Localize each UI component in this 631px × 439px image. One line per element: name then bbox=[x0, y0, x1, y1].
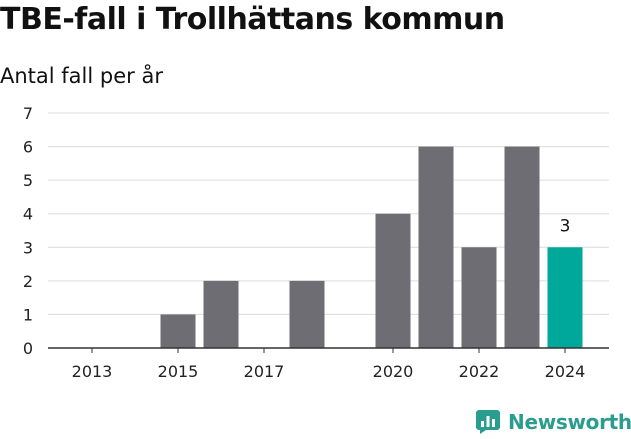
x-tick-label-2015: 2015 bbox=[158, 362, 199, 381]
y-tick-label-1: 1 bbox=[23, 305, 33, 324]
data-label-2024: 3 bbox=[560, 216, 571, 236]
x-tick-label-2024: 2024 bbox=[545, 362, 586, 381]
bar-chart-icon bbox=[476, 410, 500, 434]
bar-2023 bbox=[504, 146, 540, 348]
y-tick-label-2: 2 bbox=[23, 272, 33, 291]
y-tick-label-4: 4 bbox=[23, 205, 33, 224]
x-tick-label-2017: 2017 bbox=[244, 362, 285, 381]
y-tick-label-0: 0 bbox=[23, 339, 33, 358]
brand-name: Newsworthy bbox=[508, 410, 631, 434]
x-tick-label-2020: 2020 bbox=[373, 362, 414, 381]
y-tick-label-7: 7 bbox=[23, 104, 33, 123]
chart-subtitle: Antal fall per år bbox=[0, 64, 163, 88]
y-tick-label-6: 6 bbox=[23, 138, 33, 157]
bar-2018 bbox=[289, 280, 325, 348]
bar-2021 bbox=[418, 146, 454, 348]
bar-2022 bbox=[461, 247, 497, 348]
chart-title: TBE-fall i Trollhättans kommun bbox=[0, 2, 505, 37]
data-labels: 3 bbox=[560, 216, 571, 236]
y-axis-ticks: 0 1 2 3 4 5 6 7 bbox=[23, 104, 33, 358]
bar-2020 bbox=[375, 213, 411, 348]
bar-2016 bbox=[203, 280, 239, 348]
brand: Newsworthy bbox=[476, 406, 631, 438]
y-tick-label-3: 3 bbox=[23, 238, 33, 257]
bar-2024 bbox=[547, 247, 583, 348]
x-tick-label-2022: 2022 bbox=[459, 362, 500, 381]
y-tick-label-5: 5 bbox=[23, 171, 33, 190]
x-axis-ticks: 2013 2015 2017 2020 2022 2024 bbox=[72, 348, 586, 381]
x-tick-label-2013: 2013 bbox=[72, 362, 113, 381]
bar-2015 bbox=[160, 314, 196, 348]
bars bbox=[160, 146, 583, 348]
bar-chart: 0 1 2 3 4 5 6 7 2013 2015 2017 2020 2022 2024 3 bbox=[23, 104, 609, 381]
